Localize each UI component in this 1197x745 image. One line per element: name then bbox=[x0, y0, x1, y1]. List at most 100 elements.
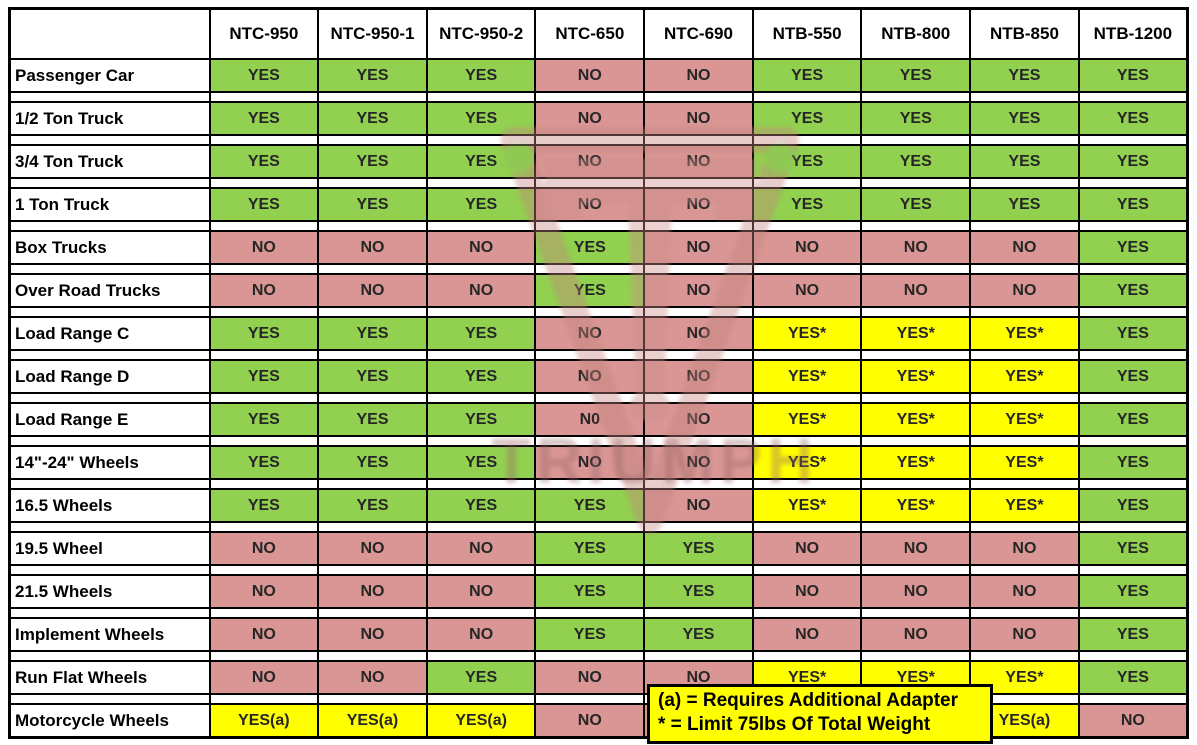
compatibility-cell: YES bbox=[969, 58, 1080, 93]
compatibility-cell: YES* bbox=[969, 359, 1080, 394]
compatibility-cell: YES bbox=[317, 101, 428, 136]
compatibility-cell: YES bbox=[317, 187, 428, 222]
compatibility-cell: YES bbox=[425, 402, 537, 437]
compatibility-cell: YES bbox=[1077, 617, 1189, 652]
row-label: Passenger Car bbox=[8, 58, 211, 93]
compatibility-cell: NO bbox=[860, 531, 972, 566]
compatibility-cell: YES bbox=[425, 101, 537, 136]
compatibility-cell: YES bbox=[534, 617, 646, 652]
table-row: Load Range C YES YES YES NO NO YES* YES* YES* YES bbox=[8, 316, 1189, 351]
compatibility-cell: YES bbox=[534, 488, 646, 523]
compatibility-cell: YES bbox=[1077, 531, 1189, 566]
compatibility-cell: NO bbox=[317, 574, 428, 609]
spacer-row bbox=[8, 693, 1189, 705]
table-row: Box Trucks NO NO NO YES NO NO NO NO YES bbox=[8, 230, 1189, 265]
compatibility-cell: YES bbox=[534, 531, 646, 566]
spacer-row bbox=[8, 435, 1189, 447]
compatibility-cell: NO bbox=[860, 230, 972, 265]
compatibility-cell: NO bbox=[425, 273, 537, 308]
row-label: 21.5 Wheels bbox=[8, 574, 211, 609]
compatibility-cell: YES bbox=[317, 359, 428, 394]
compatibility-cell: YES bbox=[425, 445, 537, 480]
spacer-row bbox=[8, 306, 1189, 318]
row-label: 14"-24" Wheels bbox=[8, 445, 211, 480]
column-header: NTB-850 bbox=[969, 7, 1080, 60]
compatibility-cell: YES bbox=[208, 445, 320, 480]
compatibility-cell: YES bbox=[860, 187, 972, 222]
compatibility-cell: YES* bbox=[860, 445, 972, 480]
compatibility-cell: NO bbox=[751, 230, 863, 265]
compatibility-cell: YES bbox=[208, 316, 320, 351]
row-label: Implement Wheels bbox=[8, 617, 211, 652]
compatibility-cell: YES* bbox=[860, 402, 972, 437]
spacer-row bbox=[8, 392, 1189, 404]
compatibility-cell: NO bbox=[751, 531, 863, 566]
spacer-row bbox=[8, 521, 1189, 533]
compatibility-cell: NO bbox=[860, 617, 972, 652]
compatibility-cell: YES bbox=[751, 58, 863, 93]
compatibility-cell: NO bbox=[751, 574, 863, 609]
compatibility-cell: YES bbox=[1077, 359, 1189, 394]
spacer-row bbox=[8, 564, 1189, 576]
row-label: Over Road Trucks bbox=[8, 273, 211, 308]
compatibility-cell: NO bbox=[969, 617, 1080, 652]
compatibility-cell: NO bbox=[317, 660, 428, 695]
compatibility-cell: NO bbox=[208, 273, 320, 308]
compatibility-cell: NO bbox=[643, 144, 754, 179]
compatibility-cell: YES(a) bbox=[425, 703, 537, 739]
compatibility-cell: YES bbox=[208, 58, 320, 93]
compatibility-cell: YES bbox=[1077, 488, 1189, 523]
table-row: 1/2 Ton Truck YES YES YES NO NO YES YES YES YES bbox=[8, 101, 1189, 136]
legend-line-weight: * = Limit 75lbs Of Total Weight bbox=[658, 714, 931, 735]
compatibility-cell: NO bbox=[534, 101, 646, 136]
compatibility-cell: YES bbox=[425, 316, 537, 351]
compatibility-cell: YES bbox=[1077, 402, 1189, 437]
compatibility-cell: YES bbox=[1077, 445, 1189, 480]
compatibility-cell: YES bbox=[534, 273, 646, 308]
row-label: 19.5 Wheel bbox=[8, 531, 211, 566]
compatibility-cell: YES bbox=[317, 58, 428, 93]
compatibility-cell: YES* bbox=[969, 488, 1080, 523]
compatibility-cell: YES bbox=[208, 402, 320, 437]
compatibility-cell: YES bbox=[208, 359, 320, 394]
compatibility-cell: N0 bbox=[534, 402, 646, 437]
compatibility-cell: NO bbox=[643, 101, 754, 136]
table-row: Load Range E YES YES YES N0 NO YES* YES* YES* YES bbox=[8, 402, 1189, 437]
compatibility-cell: NO bbox=[534, 359, 646, 394]
spacer-row bbox=[8, 650, 1189, 662]
compatibility-cell: NO bbox=[643, 488, 754, 523]
compatibility-cell: YES bbox=[317, 316, 428, 351]
spacer-row bbox=[8, 91, 1189, 103]
compatibility-cell: NO bbox=[534, 58, 646, 93]
table-row: Run Flat Wheels NO NO YES NO NO YES* YES* YES* YE… bbox=[8, 660, 1189, 695]
compatibility-cell: NO bbox=[208, 230, 320, 265]
column-header: NTB-550 bbox=[751, 7, 863, 60]
column-header: NTC-950-1 bbox=[317, 7, 428, 60]
legend-line-adapter: (a) = Requires Additional Adapter bbox=[658, 690, 958, 711]
compatibility-cell: NO bbox=[317, 617, 428, 652]
column-header: NTB-800 bbox=[860, 7, 972, 60]
compatibility-cell: YES bbox=[751, 144, 863, 179]
compatibility-table-wrap: NTC-950 NTC-950-1 NTC-950-2 NTC-650 NTC-690 N… bbox=[8, 7, 1189, 739]
compatibility-cell: YES bbox=[208, 144, 320, 179]
compatibility-cell: NO bbox=[317, 273, 428, 308]
compatibility-cell: YES bbox=[860, 144, 972, 179]
compatibility-cell: NO bbox=[643, 402, 754, 437]
table-row: 16.5 Wheels YES YES YES YES NO YES* YES* YES* YES bbox=[8, 488, 1189, 523]
compatibility-cell: YES bbox=[425, 359, 537, 394]
compatibility-cell: NO bbox=[425, 617, 537, 652]
compatibility-cell: YES bbox=[1077, 574, 1189, 609]
compatibility-cell: YES bbox=[751, 101, 863, 136]
compatibility-cell: YES bbox=[643, 574, 754, 609]
table-row: Motorcycle WheelsYES(a)YES(a)YES(a)NONOY… bbox=[8, 703, 1189, 739]
compatibility-cell: YES* bbox=[751, 488, 863, 523]
compatibility-cell: YES bbox=[425, 187, 537, 222]
spacer-row bbox=[8, 134, 1189, 146]
compatibility-cell: NO bbox=[643, 445, 754, 480]
compatibility-cell: YES bbox=[534, 230, 646, 265]
compatibility-cell: YES bbox=[317, 445, 428, 480]
compatibility-cell: NO bbox=[425, 531, 537, 566]
column-header: NTC-950 bbox=[208, 7, 320, 60]
compatibility-cell: NO bbox=[1077, 703, 1189, 739]
compatibility-cell: YES bbox=[208, 187, 320, 222]
